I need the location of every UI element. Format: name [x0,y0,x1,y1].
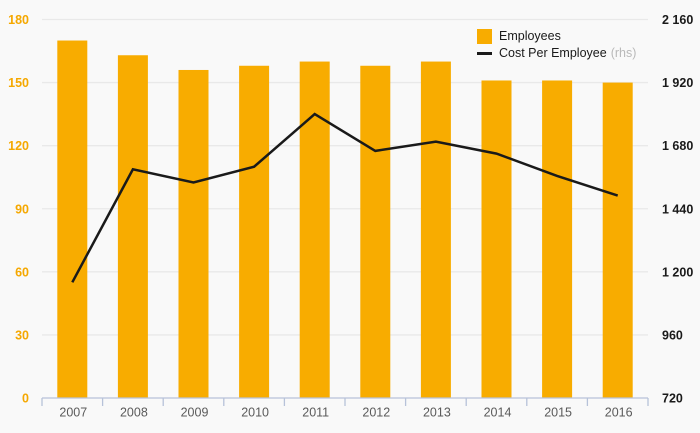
y-axis-right-label-1680: 1 680 [662,139,693,153]
x-axis-label-2013: 2013 [423,406,451,420]
y-axis-right-label-960: 960 [662,328,683,342]
y-axis-left-label-120: 120 [8,139,29,153]
y-axis-right-label-1920: 1 920 [662,76,693,90]
line-swatch-icon [477,51,492,55]
bar-2012 [360,65,391,398]
y-axis-right-label-720: 720 [662,392,683,406]
cost-per-employee-line [71,112,619,283]
bar-2014 [481,80,512,398]
x-axis-label-2016: 2016 [605,406,633,420]
legend: Employees Cost Per Employee (rhs) [477,28,636,62]
bar-2007 [57,40,88,399]
x-axis-label-2015: 2015 [544,406,572,420]
bar-2008 [117,55,148,398]
y-axis-left-label-0: 0 [22,392,29,406]
bar-2013 [420,61,451,399]
legend-suffix-rhs: (rhs) [610,46,637,60]
legend-label-cost-per-employee: Cost Per Employee [499,46,607,60]
bar-2015 [542,80,573,398]
y-axis-left-label-60: 60 [15,265,29,279]
bar-2009 [178,69,209,398]
bar-2010 [239,65,270,398]
legend-item-cost-per-employee[interactable]: Cost Per Employee (rhs) [477,45,636,61]
x-axis-label-2008: 2008 [120,406,148,420]
x-axis-label-2009: 2009 [181,406,209,420]
y-axis-right-label-2160: 2 160 [662,13,693,27]
y-axis-left-label-150: 150 [8,76,29,90]
employees-swatch-icon [477,28,492,44]
y-axis-right-label-1200: 1 200 [662,265,693,279]
x-axis-label-2010: 2010 [241,406,269,420]
x-axis-label-2014: 2014 [484,406,512,420]
x-axis-label-2007: 2007 [59,406,87,420]
x-axis-label-2012: 2012 [362,406,390,420]
y-axis-right-label-1440: 1 440 [662,202,693,216]
bar-2016 [602,82,633,398]
bar-2011 [299,61,330,399]
y-axis-left-label-90: 90 [15,202,29,216]
x-axis-label-2011: 2011 [302,406,329,420]
legend-label-employees: Employees [499,29,561,43]
y-axis-left-label-30: 30 [15,328,29,342]
y-axis-left-label-180: 180 [8,13,29,27]
legend-item-employees[interactable]: Employees [477,28,636,44]
